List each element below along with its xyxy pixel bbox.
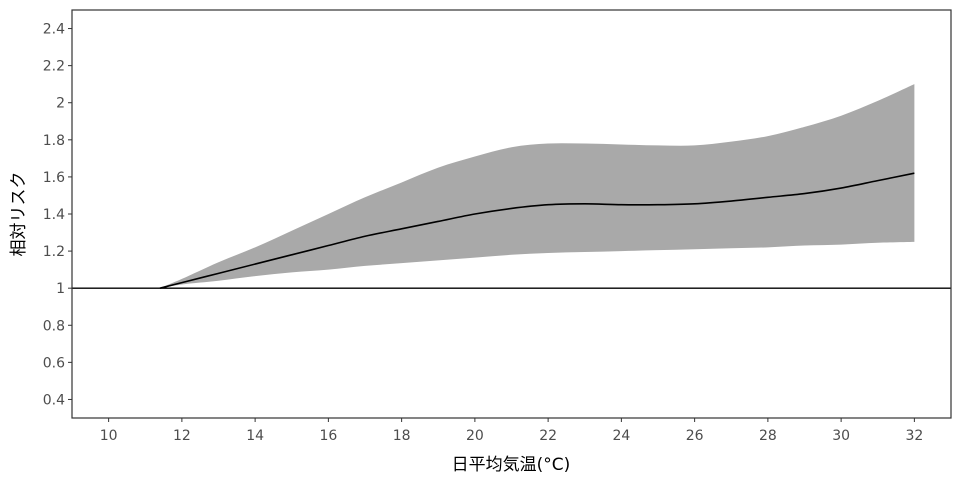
x-tick-label: 16: [319, 428, 337, 444]
x-axis: 10 12 14 16 18 20 22 24 26 28 30 32: [100, 418, 923, 444]
x-tick-label: 18: [393, 428, 411, 444]
x-tick-label: 28: [759, 428, 777, 444]
x-tick-label: 14: [246, 428, 264, 444]
y-tick-label: 1.4: [43, 207, 65, 223]
x-tick-label: 26: [686, 428, 704, 444]
x-axis-title: 日平均気温(°C): [452, 455, 571, 475]
x-tick-label: 22: [539, 428, 557, 444]
x-tick-label: 30: [832, 428, 850, 444]
y-tick-label: 0.6: [43, 355, 65, 371]
y-tick-label: 0.4: [43, 392, 65, 408]
y-tick-label: 1.6: [43, 170, 65, 186]
x-tick-label: 10: [100, 428, 118, 444]
y-tick-label: 1.2: [43, 244, 65, 260]
y-axis: 0.4 0.6 0.8 1 1.2 1.4 1.6 1.8 2 2.2 2.4: [43, 22, 72, 408]
x-tick-label: 24: [612, 428, 630, 444]
y-tick-label: 2.4: [43, 22, 65, 38]
x-tick-label: 12: [173, 428, 191, 444]
x-tick-label: 32: [905, 428, 923, 444]
y-tick-label: 0.8: [43, 318, 65, 334]
confidence-band-layer: [159, 84, 915, 289]
y-tick-label: 2.2: [43, 59, 65, 75]
y-tick-label: 1.8: [43, 133, 65, 149]
relative-risk-line: [159, 172, 915, 289]
line-layer: [72, 172, 951, 289]
y-tick-label: 1: [56, 281, 65, 297]
y-axis-title: 相対リスク: [9, 172, 29, 257]
y-tick-label: 2: [56, 96, 65, 112]
confidence-band: [159, 84, 915, 289]
x-tick-label: 20: [466, 428, 484, 444]
